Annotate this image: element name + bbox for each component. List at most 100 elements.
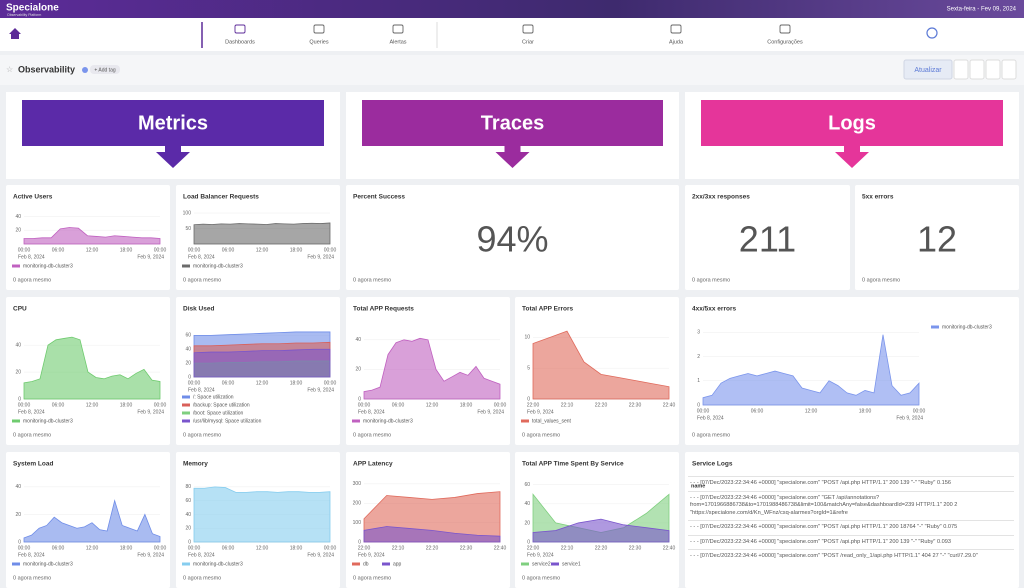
legend-swatch [352, 562, 360, 566]
y-tick-label: 10 [524, 335, 530, 341]
nav-item[interactable]: Ajuda [669, 39, 684, 45]
panel-footer: 0 agora mesmo [183, 432, 221, 438]
y-tick-label: 40 [15, 484, 21, 490]
area [363, 526, 501, 543]
legend-label: /backup: Space utilization [193, 402, 250, 408]
share[interactable] [985, 59, 1001, 80]
date-label: Feb 9, 2024 [307, 387, 334, 393]
panel-footer: 0 agora mesmo [862, 277, 900, 283]
x-tick-label: 18:00 [120, 402, 133, 408]
legend-label: db [363, 561, 369, 567]
panel-title: Disk Used [183, 306, 214, 313]
x-tick-label: 12:00 [805, 408, 818, 414]
x-tick-label: 00:00 [324, 545, 337, 551]
panel-title: Percent Success [353, 194, 405, 201]
panel-title: System Load [13, 461, 53, 468]
y-tick-label: 0 [358, 539, 361, 545]
tagline: Observability Platform [7, 13, 41, 17]
dropdown[interactable] [953, 59, 969, 80]
add-tag[interactable]: + Add tag [94, 67, 115, 73]
nav-icon [670, 24, 682, 34]
legend-swatch [12, 562, 20, 566]
legend-label: service1 [562, 561, 581, 567]
legend-swatch [521, 562, 529, 566]
x-tick-label: 12:00 [256, 545, 269, 551]
x-tick-label: 22:00 [358, 545, 371, 551]
date-label: Feb 9, 2024 [137, 254, 164, 260]
date-label: Feb 8, 2024 [188, 552, 215, 558]
star[interactable]: ☆ [6, 65, 13, 74]
x-tick-label: 06:00 [392, 402, 405, 408]
date-label: Feb 9, 2024 [896, 415, 923, 421]
legend-label: monitoring-db-cluster3 [942, 324, 992, 330]
legend-swatch [551, 562, 559, 566]
date-label: Feb 9, 2024 [527, 552, 554, 558]
panel-title: Total APP Requests [353, 306, 414, 313]
panel-footer: 0 agora mesmo [183, 575, 221, 581]
legend-label: monitoring-db-cluster3 [23, 263, 73, 269]
banner-box [22, 100, 324, 146]
tag-pill[interactable] [90, 65, 120, 74]
legend-label: monitoring-db-cluster3 [23, 418, 73, 424]
panel-title: APP Latency [353, 461, 393, 468]
x-tick-label: 00:00 [188, 545, 201, 551]
x-tick-label: 12:00 [426, 402, 439, 408]
info-icon [82, 67, 88, 73]
x-tick-label: 06:00 [222, 380, 235, 386]
legend-label: monitoring-db-cluster3 [23, 561, 73, 567]
x-tick-label: 06:00 [751, 408, 764, 414]
x-tick-label: 00:00 [154, 545, 167, 551]
refresh-button[interactable] [903, 59, 953, 80]
x-tick-label: 22:10 [561, 545, 574, 551]
y-tick-label: 0 [358, 396, 361, 402]
x-tick-label: 00:00 [324, 380, 337, 386]
banner-label: Traces [481, 112, 544, 134]
x-tick-label: 18:00 [290, 545, 303, 551]
nav-item[interactable]: Configurações [767, 39, 803, 45]
x-tick-label: 12:00 [86, 545, 99, 551]
y-tick-label: 80 [185, 484, 191, 490]
area [702, 334, 920, 406]
fullscreen[interactable] [969, 59, 985, 80]
y-tick-label: 2 [697, 354, 700, 360]
area [193, 486, 331, 543]
refresh-label[interactable]: Atualizar [914, 67, 942, 74]
panel-footer: 0 agora mesmo [353, 575, 391, 581]
x-tick-label: 22:30 [629, 545, 642, 551]
nav-item[interactable]: Alertas [389, 39, 406, 45]
panel-title: 4xx/5xx errors [692, 306, 736, 313]
area [193, 348, 331, 378]
y-tick-label: 0 [697, 402, 700, 408]
x-tick-label: 06:00 [52, 545, 65, 551]
date-label: Feb 8, 2024 [18, 552, 45, 558]
nav-item[interactable]: Dashboards [225, 39, 255, 45]
date-label: Feb 9, 2024 [137, 552, 164, 558]
legend-label: service2 [532, 561, 551, 567]
panel-footer: 0 agora mesmo [522, 432, 560, 438]
panel-footer: 0 agora mesmo [692, 277, 730, 283]
panel-title: CPU [13, 306, 27, 313]
more[interactable] [1001, 59, 1017, 80]
y-tick-label: 100 [353, 520, 362, 526]
panel [685, 297, 1019, 445]
x-tick-label: 00:00 [697, 408, 710, 414]
x-tick-label: 22:30 [460, 545, 473, 551]
legend-swatch [182, 403, 190, 407]
y-tick-label: 40 [15, 214, 21, 220]
x-tick-label: 12:00 [256, 380, 269, 386]
nav-icon [522, 24, 534, 34]
x-tick-label: 00:00 [18, 247, 31, 253]
area [363, 337, 501, 400]
y-tick-label: 60 [185, 498, 191, 504]
x-tick-label: 06:00 [222, 545, 235, 551]
area [193, 222, 331, 245]
area [532, 518, 670, 543]
nav-item[interactable]: Queries [309, 39, 329, 45]
home-icon[interactable] [9, 28, 21, 39]
nav-item[interactable]: Criar [522, 39, 534, 45]
legend-label: monitoring-db-cluster3 [193, 561, 243, 567]
date-label: Feb 8, 2024 [18, 409, 45, 415]
globe-icon[interactable] [926, 27, 938, 39]
x-tick-label: 06:00 [52, 402, 65, 408]
panel [6, 452, 170, 588]
